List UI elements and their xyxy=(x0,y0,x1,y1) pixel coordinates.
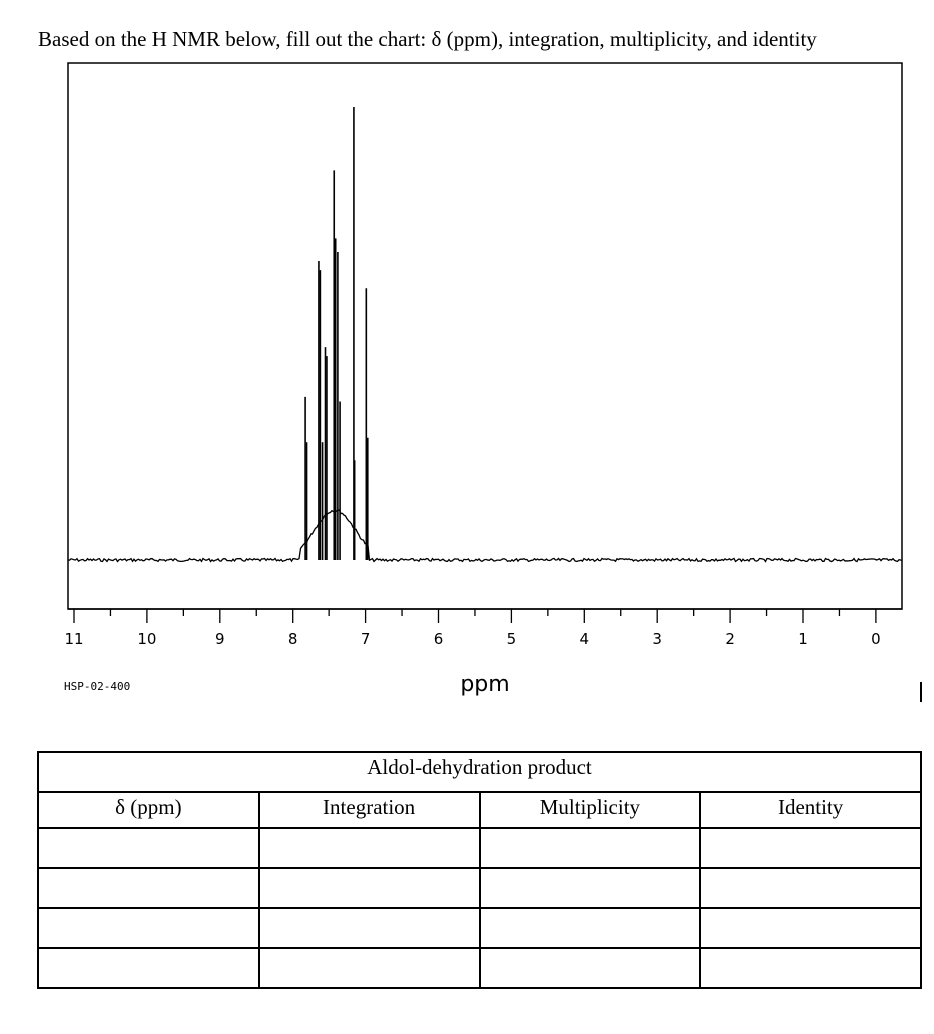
spectrum-trace xyxy=(67,509,903,563)
table-row xyxy=(37,867,922,909)
tick-label: 9 xyxy=(215,630,225,648)
integration-cell[interactable] xyxy=(257,907,481,949)
integration-cell[interactable] xyxy=(257,827,481,869)
delta-cell[interactable] xyxy=(37,907,260,949)
header-delta-ppm: δ (ppm) xyxy=(37,791,260,829)
table-row xyxy=(37,827,922,869)
spectrum-code: HSP-02-400 xyxy=(64,680,130,693)
answer-table: Aldol-dehydration product δ (ppm) Integr… xyxy=(37,751,922,989)
delta-cell[interactable] xyxy=(37,947,260,989)
header-identity: Identity xyxy=(699,791,922,829)
tick-label: 2 xyxy=(725,630,735,648)
text-cursor xyxy=(920,682,922,702)
delta-cell[interactable] xyxy=(37,867,260,909)
identity-cell[interactable] xyxy=(699,907,922,949)
table-header-row: δ (ppm) Integration Multiplicity Identit… xyxy=(37,791,922,829)
tick-label: 10 xyxy=(137,630,156,648)
tick-label: 8 xyxy=(288,630,298,648)
multiplicity-cell[interactable] xyxy=(478,947,702,989)
header-multiplicity: Multiplicity xyxy=(478,791,702,829)
peak-lines xyxy=(304,107,369,560)
table-row xyxy=(37,947,922,989)
tick-label: 6 xyxy=(434,630,444,648)
multiplicity-cell[interactable] xyxy=(478,907,702,949)
identity-cell[interactable] xyxy=(699,827,922,869)
multiplicity-cell[interactable] xyxy=(478,827,702,869)
multiplicity-cell[interactable] xyxy=(478,867,702,909)
tick-label: 5 xyxy=(507,630,517,648)
question-text: Based on the H NMR below, fill out the c… xyxy=(38,27,817,51)
plot-frame xyxy=(67,62,903,610)
integration-cell[interactable] xyxy=(257,867,481,909)
table-title: Aldol-dehydration product xyxy=(37,751,922,793)
tick-label: 0 xyxy=(871,630,881,648)
tick-label: 11 xyxy=(64,630,83,648)
x-axis-ticks xyxy=(73,609,877,623)
table-row xyxy=(37,907,922,949)
x-axis-label: ppm xyxy=(460,672,509,697)
identity-cell[interactable] xyxy=(699,867,922,909)
tick-label: 4 xyxy=(580,630,590,648)
tick-label: 7 xyxy=(361,630,371,648)
header-integration: Integration xyxy=(257,791,481,829)
tick-label: 1 xyxy=(798,630,808,648)
x-axis-tick-labels: 11 10 9 8 7 6 5 4 3 2 1 0 xyxy=(64,630,880,648)
delta-cell[interactable] xyxy=(37,827,260,869)
nmr-spectrum-chart: 11 10 9 8 7 6 5 4 3 2 1 0 HSP-02-400 ppm xyxy=(64,62,903,697)
identity-cell[interactable] xyxy=(699,947,922,989)
integration-cell[interactable] xyxy=(257,947,481,989)
tick-label: 3 xyxy=(652,630,662,648)
